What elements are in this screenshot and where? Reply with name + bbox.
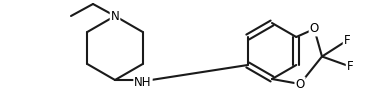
Text: N: N bbox=[111, 9, 119, 22]
Text: F: F bbox=[347, 60, 353, 73]
Text: O: O bbox=[310, 22, 319, 36]
Text: O: O bbox=[295, 77, 305, 91]
Text: NH: NH bbox=[134, 75, 152, 88]
Text: F: F bbox=[344, 34, 350, 47]
